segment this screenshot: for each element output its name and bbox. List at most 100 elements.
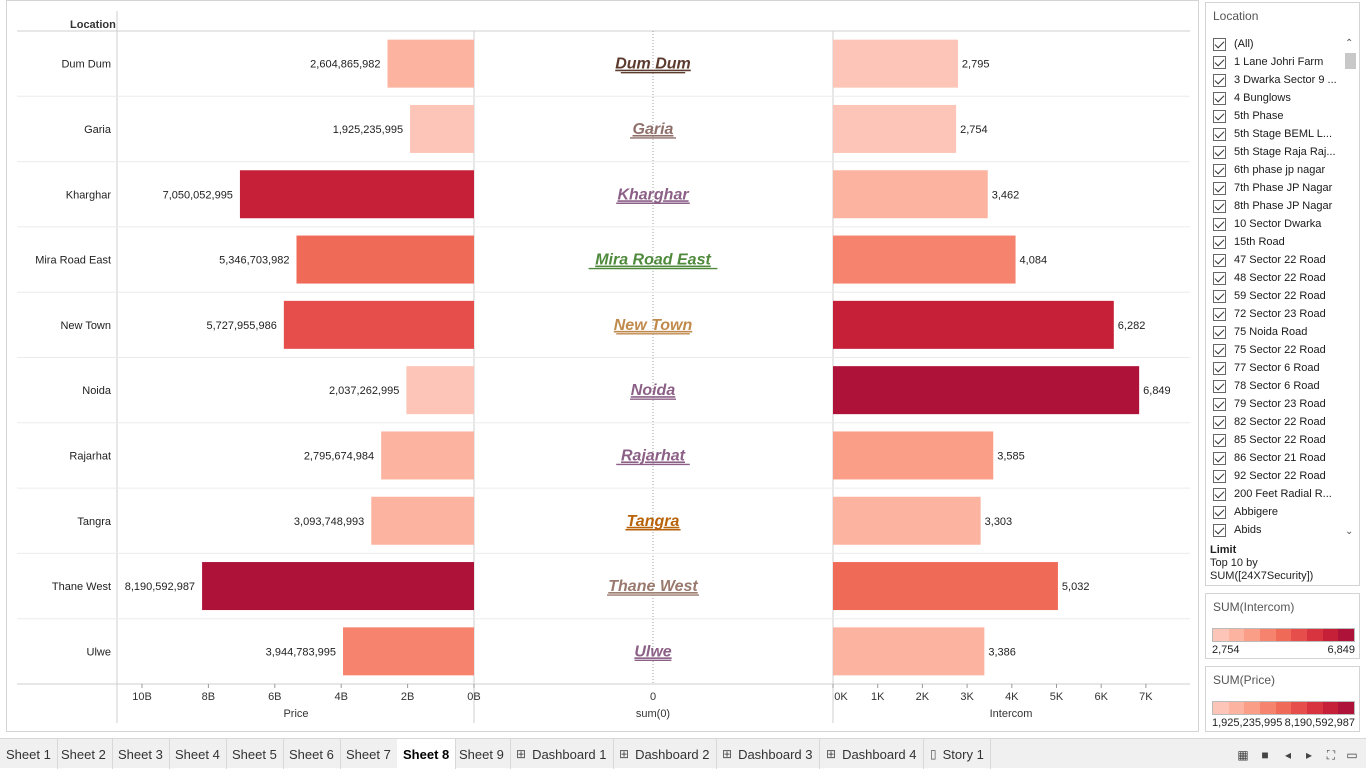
tab-story-1[interactable]: ▯ Story 1 (924, 739, 991, 769)
checkbox-checked-icon[interactable] (1213, 253, 1226, 267)
tab-dashboard-4[interactable]: ⊞ Dashboard 4 (820, 739, 924, 769)
tab-sheet-5[interactable]: Sheet 5 (226, 739, 284, 769)
center-location-label: Garia (633, 121, 674, 138)
filter-item[interactable]: (All) (1213, 35, 1341, 53)
filter-item[interactable]: Abids (1213, 521, 1341, 539)
scroll-up-icon[interactable]: ⌃ (1345, 38, 1354, 49)
checkbox-checked-icon[interactable] (1213, 235, 1226, 249)
filter-item[interactable]: 5th Stage Raja Raj... (1213, 143, 1341, 161)
filter-item[interactable]: 5th Stage BEML L... (1213, 125, 1341, 143)
tab-sheet-2[interactable]: Sheet 2 (55, 739, 113, 769)
filter-scrollbar[interactable]: ⌃ ⌄ (1343, 37, 1357, 541)
tab-sheet-1[interactable]: Sheet 1 (0, 739, 58, 769)
checkbox-checked-icon[interactable] (1213, 217, 1226, 231)
price-bar (283, 300, 474, 349)
checkbox-checked-icon[interactable] (1213, 271, 1226, 285)
filter-item[interactable]: 75 Noida Road (1213, 323, 1341, 341)
checkbox-checked-icon[interactable] (1213, 289, 1226, 303)
checkbox-checked-icon[interactable] (1213, 145, 1226, 159)
checkbox-checked-icon[interactable] (1213, 91, 1226, 105)
filter-item[interactable]: 4 Bunglows (1213, 89, 1341, 107)
intercom-data-label: 4,084 (1020, 255, 1048, 267)
checkbox-checked-icon[interactable] (1213, 127, 1226, 141)
filter-item[interactable]: 59 Sector 22 Road (1213, 287, 1341, 305)
tab-sheet-8[interactable]: Sheet 8 (397, 739, 457, 769)
next-icon[interactable]: ▸ (1305, 748, 1313, 762)
prev-icon[interactable]: ◂ (1284, 748, 1292, 762)
intercom-data-label: 6,849 (1143, 385, 1171, 397)
legend-swatch (1260, 702, 1276, 714)
intercom-data-label: 2,754 (960, 124, 988, 136)
filter-item[interactable]: 72 Sector 23 Road (1213, 305, 1341, 323)
filter-item[interactable]: 82 Sector 22 Road (1213, 413, 1341, 431)
checkbox-checked-icon[interactable] (1213, 343, 1226, 357)
tab-sheet-7[interactable]: Sheet 7 (340, 739, 398, 769)
filter-item[interactable]: 92 Sector 22 Road (1213, 467, 1341, 485)
filter-item[interactable]: 77 Sector 6 Road (1213, 359, 1341, 377)
checkbox-checked-icon[interactable] (1213, 163, 1226, 177)
filter-item[interactable]: 7th Phase JP Nagar (1213, 179, 1341, 197)
tab-label: Dashboard 3 (738, 746, 813, 762)
filter-item[interactable]: 47 Sector 22 Road (1213, 251, 1341, 269)
filter-list[interactable]: (All) 1 Lane Johri Farm 3 Dwarka Sector 9 … (1213, 35, 1341, 541)
checkbox-checked-icon[interactable] (1213, 109, 1226, 123)
tab-label: Sheet 3 (118, 746, 163, 762)
checkbox-checked-icon[interactable] (1213, 325, 1226, 339)
filter-item[interactable]: 8th Phase JP Nagar (1213, 197, 1341, 215)
fullscreen-icon[interactable]: ⛶ (1326, 748, 1336, 762)
filter-item[interactable]: 48 Sector 22 Road (1213, 269, 1341, 287)
price-axis-title: Price (283, 708, 308, 720)
checkbox-checked-icon[interactable] (1213, 469, 1226, 483)
checkbox-checked-icon[interactable] (1213, 181, 1226, 195)
filter-item[interactable]: 15th Road (1213, 233, 1341, 251)
tab-sheet-4[interactable]: Sheet 4 (169, 739, 227, 769)
tab-sheet-3[interactable]: Sheet 3 (112, 739, 170, 769)
filter-item[interactable]: 1 Lane Johri Farm (1213, 53, 1341, 71)
filter-item[interactable]: 200 Feet Radial R... (1213, 485, 1341, 503)
filter-item[interactable]: 75 Sector 22 Road (1213, 341, 1341, 359)
grid-view-icon[interactable]: ▦ (1237, 748, 1249, 762)
checkbox-checked-icon[interactable] (1213, 37, 1226, 51)
checkbox-checked-icon[interactable] (1213, 505, 1226, 519)
filter-item[interactable]: 10 Sector Dwarka (1213, 215, 1341, 233)
checkbox-checked-icon[interactable] (1213, 433, 1226, 447)
checkbox-checked-icon[interactable] (1213, 487, 1226, 501)
filter-item[interactable]: 6th phase jp nagar (1213, 161, 1341, 179)
scroll-down-icon[interactable]: ⌄ (1345, 526, 1354, 537)
tab-dashboard-2[interactable]: ⊞ Dashboard 2 (613, 739, 717, 769)
filmstrip-icon[interactable]: ■ (1261, 748, 1269, 762)
intercom-data-label: 2,795 (962, 59, 990, 71)
filter-item-label: 6th phase jp nagar (1234, 164, 1326, 176)
checkbox-checked-icon[interactable] (1213, 415, 1226, 429)
filter-item[interactable]: 78 Sector 6 Road (1213, 377, 1341, 395)
presentation-icon[interactable]: ▭ (1346, 748, 1358, 762)
checkbox-checked-icon[interactable] (1213, 307, 1226, 321)
price-tick-label: 0B (467, 691, 480, 703)
checkbox-checked-icon[interactable] (1213, 523, 1226, 537)
checkbox-checked-icon[interactable] (1213, 199, 1226, 213)
tab-dashboard-3[interactable]: ⊞ Dashboard 3 (716, 739, 820, 769)
checkbox-checked-icon[interactable] (1213, 361, 1226, 375)
checkbox-checked-icon[interactable] (1213, 451, 1226, 465)
checkbox-checked-icon[interactable] (1213, 73, 1226, 87)
checkbox-checked-icon[interactable] (1213, 379, 1226, 393)
tab-label: Sheet 6 (289, 746, 334, 762)
filter-item[interactable]: 3 Dwarka Sector 9 ... (1213, 71, 1341, 89)
tab-label: Sheet 5 (232, 746, 277, 762)
filter-item[interactable]: Abbigere (1213, 503, 1341, 521)
checkbox-checked-icon[interactable] (1213, 55, 1226, 69)
location-row-label: Mira Road East (35, 255, 111, 267)
filter-item[interactable]: 85 Sector 22 Road (1213, 431, 1341, 449)
tab-sheet-9[interactable]: Sheet 9 (453, 739, 511, 769)
price-bar (406, 366, 474, 415)
filter-item[interactable]: 79 Sector 23 Road (1213, 395, 1341, 413)
scroll-thumb[interactable] (1345, 53, 1356, 69)
checkbox-checked-icon[interactable] (1213, 397, 1226, 411)
filter-item-label: 86 Sector 21 Road (1234, 452, 1326, 464)
filter-item-label: 48 Sector 22 Road (1234, 272, 1326, 284)
tab-sheet-6[interactable]: Sheet 6 (283, 739, 341, 769)
tab-dashboard-1[interactable]: ⊞ Dashboard 1 (510, 739, 614, 769)
filter-item[interactable]: 5th Phase (1213, 107, 1341, 125)
intercom-tick-label: 7K (1139, 691, 1153, 703)
filter-item[interactable]: 86 Sector 21 Road (1213, 449, 1341, 467)
